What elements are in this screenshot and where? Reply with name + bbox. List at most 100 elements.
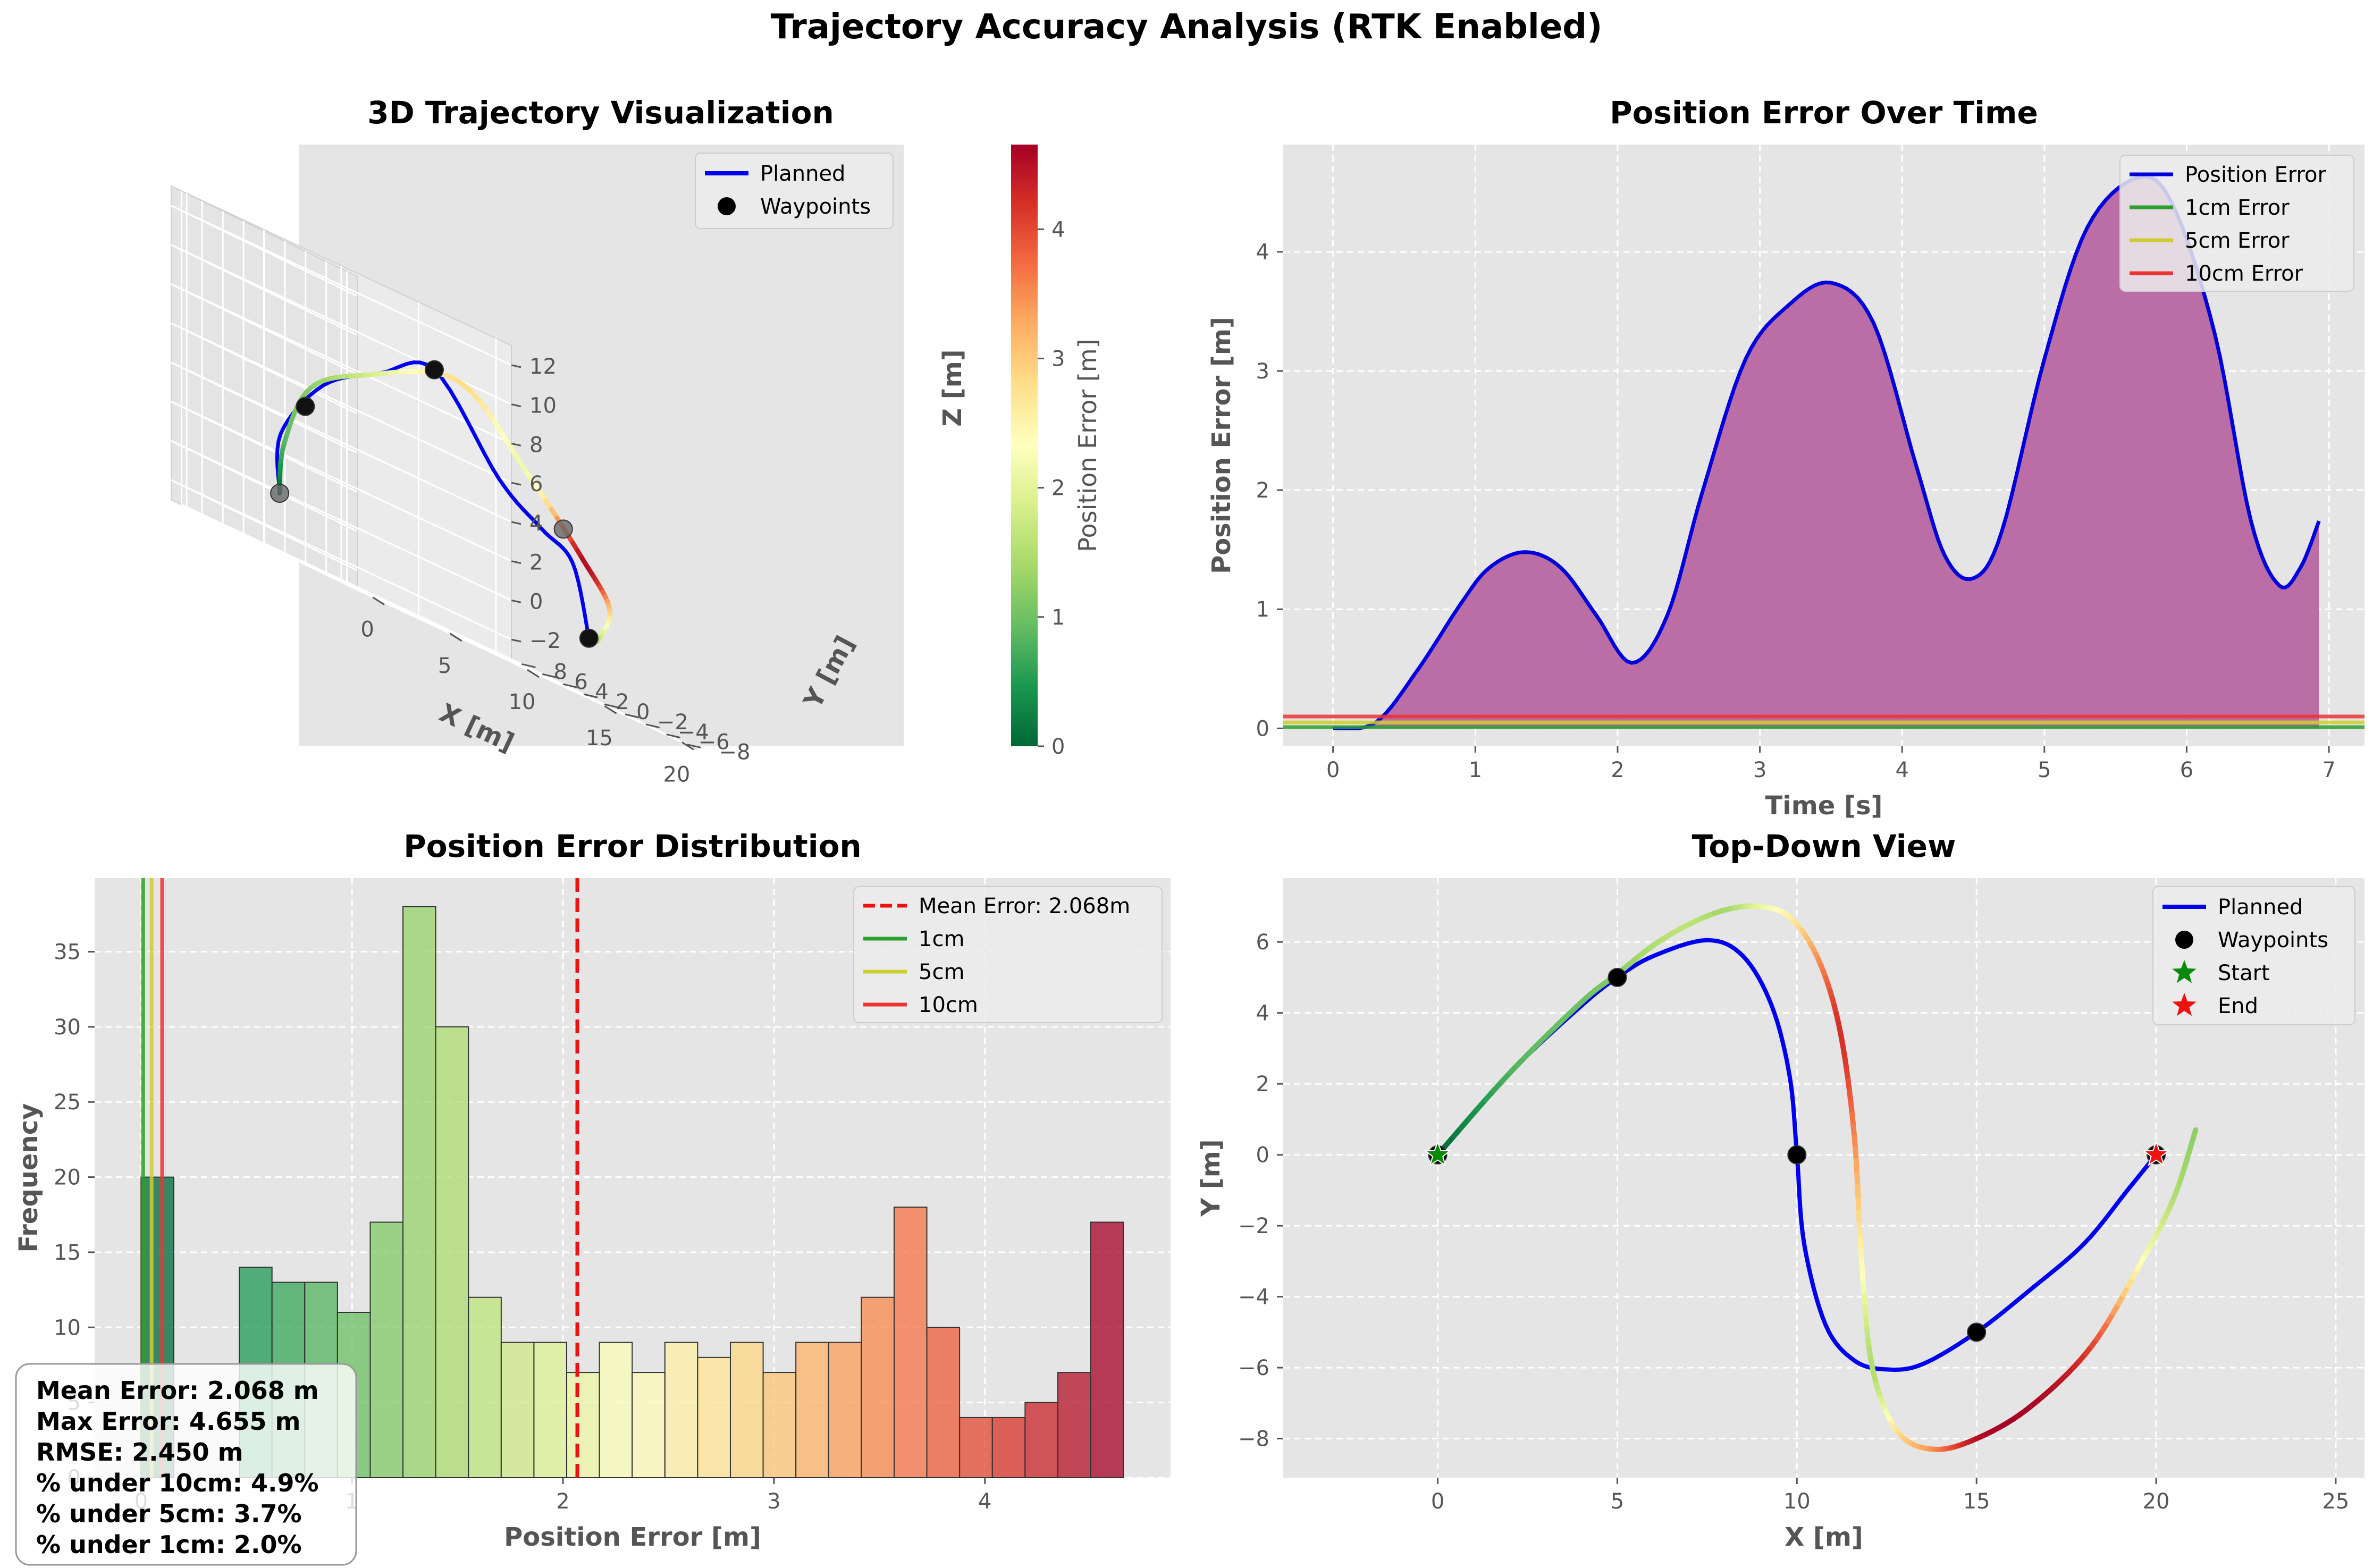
y-tick — [625, 713, 639, 719]
grid-line-z — [171, 401, 358, 493]
stats-line: RMSE: 2.450 m — [36, 1438, 243, 1466]
x-tick — [681, 741, 694, 751]
y-axis-label: Position Error [m] — [1207, 317, 1236, 574]
grid-line-z — [171, 322, 512, 484]
y-tick — [666, 734, 681, 739]
y-tick-label: 30 — [54, 1015, 81, 1040]
histogram-bar — [893, 1207, 928, 1479]
y-tick-label: −2 — [1238, 1214, 1269, 1238]
z-tick-label: 8 — [529, 433, 543, 457]
y-tick-label: 8 — [553, 660, 567, 684]
grid-line-z — [171, 205, 512, 366]
x-tick-label: 20 — [2143, 1489, 2170, 1514]
legend-label: 1cm Error — [2185, 196, 2290, 220]
x-tick-label: 2 — [556, 1489, 569, 1514]
legend-box — [853, 886, 1163, 1023]
y-tick-label: 0 — [636, 700, 650, 724]
legend-label: Planned — [2218, 895, 2303, 920]
waypoint-marker — [296, 397, 315, 416]
y-tick — [604, 703, 619, 709]
legend-label: 10cm Error — [2185, 262, 2303, 286]
position-error-colorbar: 0 1 2 3 4 Position Error [m] — [1011, 145, 1102, 759]
y-tick — [542, 673, 557, 678]
y-tick-label: 0 — [1256, 716, 1269, 741]
grid-line-z — [171, 283, 358, 375]
legend-swatch — [2172, 993, 2197, 1016]
y-tick-label: 20 — [54, 1166, 81, 1190]
colorbar-bar — [1011, 145, 1038, 746]
colorbar-tick-label: 2 — [1051, 476, 1065, 501]
waypoint-marker — [579, 628, 599, 648]
histogram-bar — [729, 1342, 764, 1479]
start-marker — [1424, 1140, 1452, 1167]
stats-line: Mean Error: 2.068 m — [36, 1376, 319, 1405]
colorbar-tick-label: 1 — [1051, 605, 1065, 630]
legend-box — [2119, 155, 2354, 292]
histogram-bar — [468, 1296, 502, 1479]
grid-line-z — [171, 361, 512, 523]
legend-label: 1cm — [919, 927, 964, 951]
grid-line-z — [171, 401, 512, 562]
grid-line-z — [171, 440, 512, 601]
histogram-bar — [1024, 1402, 1058, 1479]
z-tick-label: −2 — [529, 629, 561, 653]
y-tick-label: 35 — [54, 940, 81, 965]
x-tick-label: 20 — [663, 762, 690, 787]
stats-line: % under 5cm: 3.7% — [36, 1499, 302, 1528]
z-axis-label: Z [m] — [938, 349, 967, 426]
y-tick — [645, 723, 660, 729]
legend-label: Waypoints — [2218, 928, 2328, 952]
top-down-view-panel: 0 5 10 15 20 25 −8 −6 −4 −2 0 2 4 6 Top-Down View X [m]… — [1196, 828, 2364, 1552]
x-tick-label: 5 — [2038, 758, 2051, 782]
x-tick-label: 0 — [1431, 1489, 1444, 1514]
colorbar-tick-label: 0 — [1051, 735, 1065, 759]
histogram-bar — [402, 906, 436, 1478]
grid-line-z — [171, 322, 358, 415]
stats-line: % under 1cm: 2.0% — [36, 1530, 302, 1559]
y-tick-label: 4 — [1256, 1001, 1269, 1026]
y-tick-label: 25 — [54, 1090, 81, 1115]
panel-title: Position Error Distribution — [403, 828, 861, 864]
x-tick-label: 4 — [978, 1489, 991, 1514]
x-tick-label: 15 — [586, 726, 613, 751]
x-tick-label: 2 — [1611, 758, 1624, 782]
y-axis-label: Frequency — [14, 1103, 44, 1253]
z-tick-label: 6 — [529, 472, 543, 496]
waypoint-marker — [1608, 967, 1627, 987]
y-tick — [521, 663, 536, 668]
legend-swatch — [718, 197, 736, 215]
grid-line-y — [181, 504, 523, 665]
x-tick-label: 3 — [767, 1489, 780, 1514]
x-axis-label: Time [s] — [1765, 791, 1883, 821]
colorbar-tick-label: 4 — [1051, 217, 1065, 242]
y-tick-label: −2 — [657, 710, 688, 735]
x-axis-label: Position Error [m] — [504, 1522, 761, 1552]
x-axis-label: X [m] — [1785, 1522, 1863, 1552]
histogram-bar — [664, 1342, 699, 1479]
legend-label: Mean Error: 2.068m — [919, 894, 1130, 918]
y-tick-label: 0 — [1256, 1143, 1269, 1168]
x-tick-label: 10 — [1783, 1489, 1811, 1514]
error-area-fill — [1333, 176, 2319, 729]
legend-label: Planned — [760, 162, 845, 186]
legend-swatch — [2175, 931, 2193, 949]
y-axis-label: Y [m] — [1196, 1139, 1226, 1217]
y-tick-label: 4 — [595, 680, 608, 704]
histogram-bar — [533, 1342, 568, 1479]
colorbar-tick-label: 3 — [1051, 347, 1065, 371]
x-tick-label: 5 — [1611, 1489, 1624, 1514]
x-tick-label: 25 — [2322, 1489, 2349, 1514]
x-tick-label: 0 — [360, 618, 374, 642]
y-tick-label: 2 — [1256, 478, 1269, 503]
histogram-bar — [959, 1417, 993, 1478]
histogram-bar — [369, 1221, 404, 1478]
legend-label: End — [2218, 994, 2258, 1018]
x-tick-label: 0 — [1326, 758, 1340, 782]
x-tick-label: 1 — [1469, 758, 1482, 782]
panel-title: Top-Down View — [1692, 828, 1956, 864]
legend-label: 5cm Error — [2185, 229, 2290, 253]
waypoint-marker — [1967, 1322, 1987, 1342]
actual-path-segment — [2192, 1127, 2199, 1137]
x-tick-label: 10 — [509, 690, 536, 714]
legend-swatch — [2172, 960, 2197, 983]
